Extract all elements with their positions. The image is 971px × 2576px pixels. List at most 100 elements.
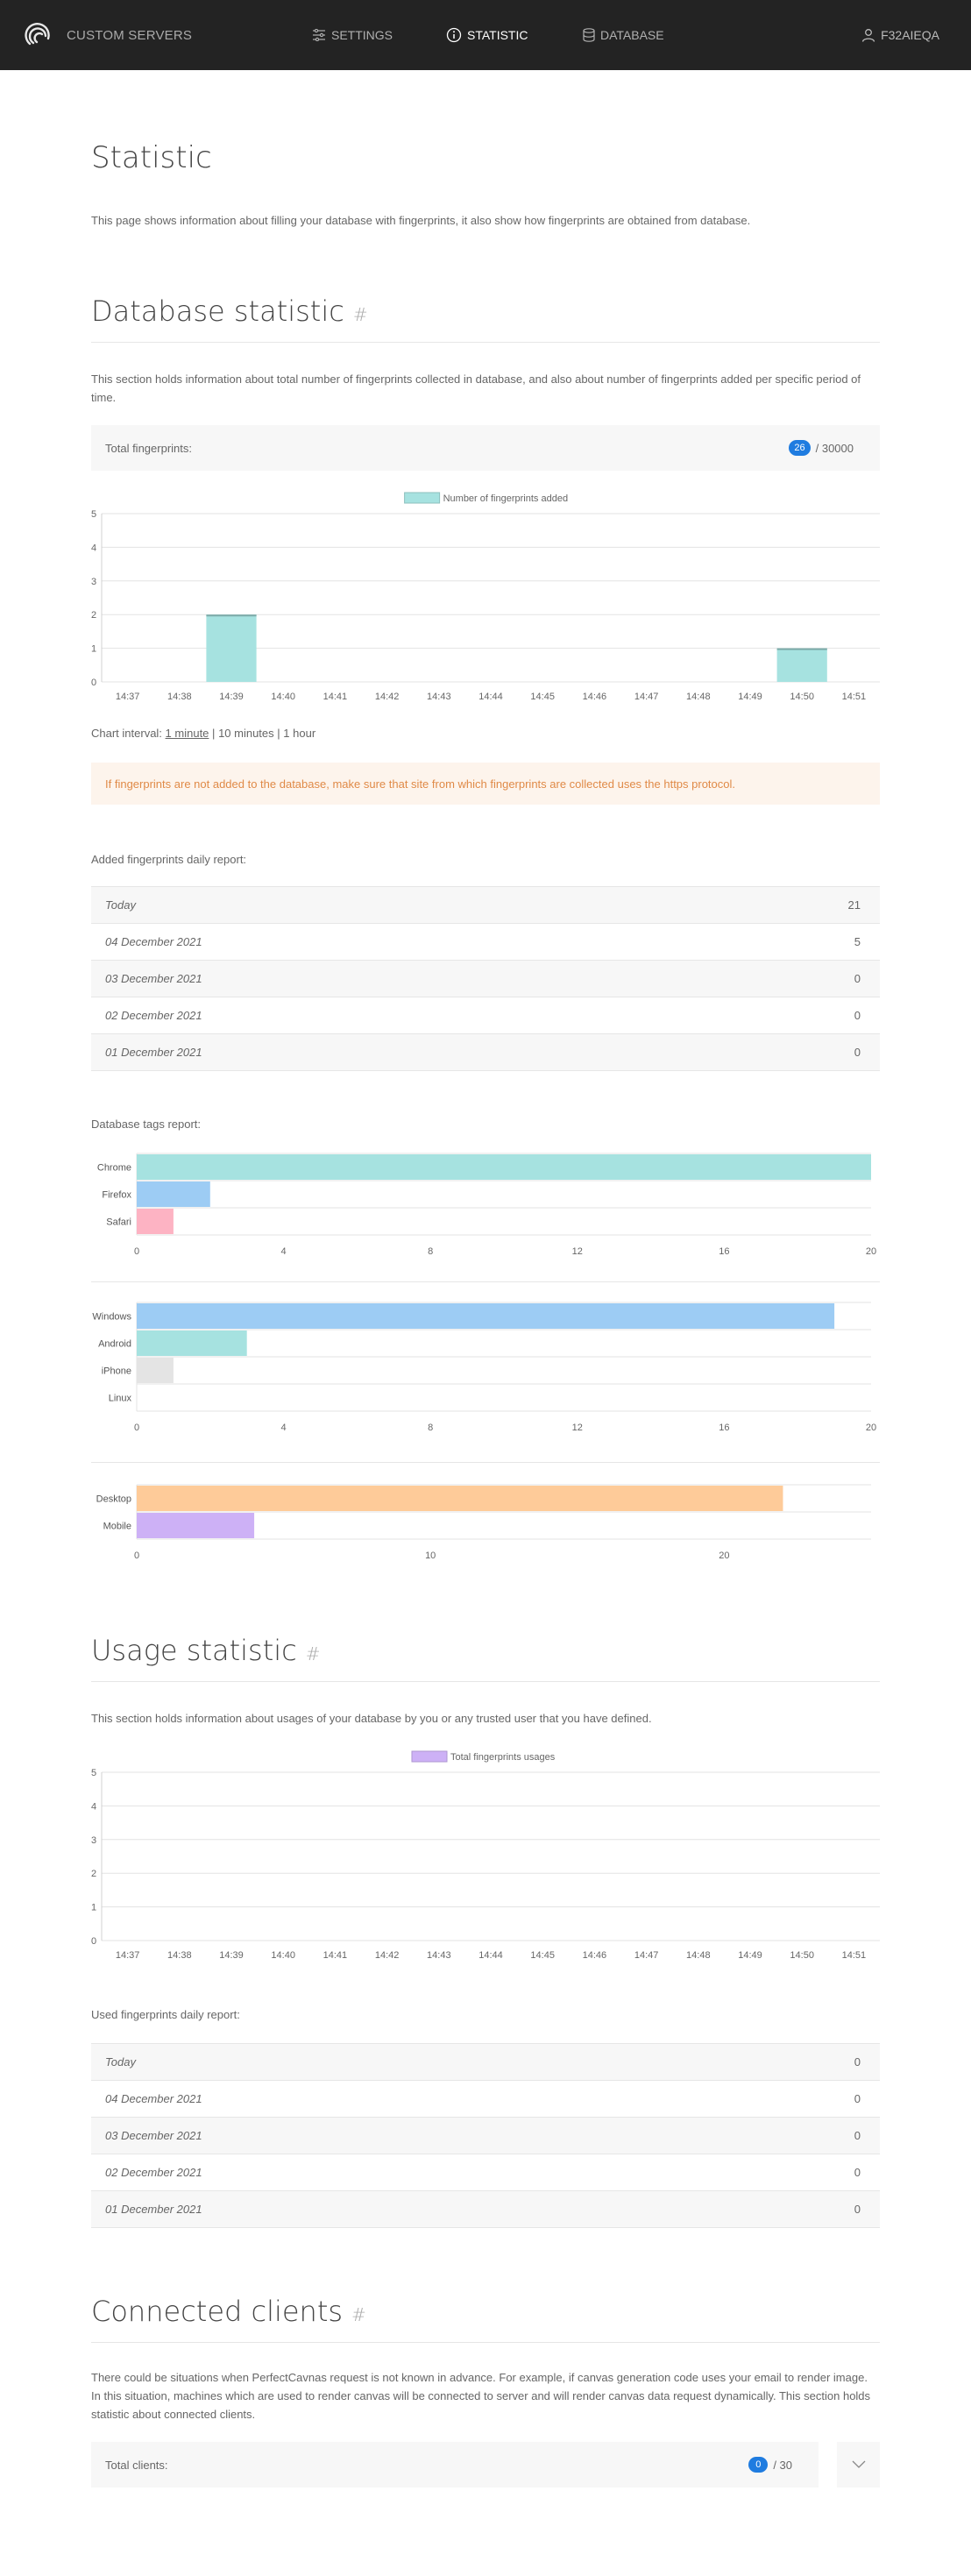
total-fingerprints-panel: Total fingerprints: 26 / 30000 [91,425,880,471]
row-value: 0 [854,2129,861,2142]
divider [91,2342,880,2343]
user-menu[interactable]: F32AIEQA [861,0,939,70]
table-row: 02 December 2021 0 [91,2154,880,2191]
db-anchor-link[interactable]: # [352,304,368,325]
x-tick-label: 14:44 [478,692,503,702]
row-date: 03 December 2021 [105,972,202,985]
y-tick-label: 4 [91,543,96,553]
x-tick-label: 0 [134,1246,139,1257]
clients-expand-button[interactable] [837,2442,880,2487]
x-tick-label: 8 [428,1423,433,1433]
interval-1-minute-link[interactable]: 1 minute [165,727,209,740]
x-tick-label: 14:45 [530,1950,555,1961]
nav-statistic[interactable]: STATISTIC [446,0,528,70]
chart-svg: Number of fingerprints added 0 1 2 3 4 5 14:37 1… [91,492,880,702]
top-navbar: CUSTOM SERVERS SETTINGS STATISTIC [0,0,971,70]
db-section-title-text: Database statistic [91,295,344,328]
row-date: 02 December 2021 [105,2166,202,2179]
x-tick-label: 12 [572,1423,583,1433]
x-tick-label: 14:43 [427,692,451,702]
nav-settings[interactable]: SETTINGS [312,0,393,70]
x-tick-label: 14:51 [842,1950,867,1961]
x-tick-label: 0 [134,1551,139,1561]
row-value: 0 [854,2092,861,2105]
category-label: Linux [109,1394,132,1404]
clients-section-title-text: Connected clients [91,2295,344,2328]
brand[interactable]: CUSTOM SERVERS [25,21,192,49]
y-tick-label: 5 [91,1768,96,1778]
https-warning-text: If fingerprints are not added to the dat… [105,777,736,791]
x-tick-label: 14:39 [219,1950,244,1961]
x-tick-label: 14:44 [478,1950,503,1961]
divider [91,1681,880,1682]
table-row: 03 December 2021 0 [91,2118,880,2154]
x-tick-label: 14:40 [271,692,295,702]
row-date: 01 December 2021 [105,1046,202,1059]
nav-settings-label: SETTINGS [331,28,393,42]
interval-10-minutes-link[interactable]: 10 minutes [218,727,274,740]
added-daily-label: Added fingerprints daily report: [91,853,247,866]
x-tick-label: 14:46 [583,692,607,702]
x-tick-label: 14:50 [790,692,814,702]
row-value: 0 [854,2166,861,2179]
row-date: 04 December 2021 [105,2092,202,2105]
chart-interval-label: Chart interval: [91,727,162,740]
database-icon [583,28,595,42]
bar [206,614,257,682]
x-tick-label: 10 [425,1551,436,1561]
db-section-title: Database statistic # [91,295,368,328]
x-tick-label: 14:41 [323,692,348,702]
bar [137,1513,255,1538]
category-label: Windows [92,1312,131,1323]
bar [137,1486,783,1511]
bar [137,1331,247,1356]
db-section-desc: This section holds information about tot… [91,373,861,404]
nav-database[interactable]: DATABASE [583,0,664,70]
usage-section-title: Usage statistic # [91,1634,321,1667]
interval-separator: | [277,727,280,740]
interval-1-hour-link[interactable]: 1 hour [283,727,316,740]
x-tick-label: 14:37 [116,692,140,702]
bar [776,648,827,682]
x-tick-label: 14:46 [583,1950,607,1961]
fingerprints-usage-chart: Total fingerprints usages 0 1 2 3 4 5 14:37 14:3… [91,1746,889,1965]
category-label: Desktop [96,1494,131,1505]
table-row: 03 December 2021 0 [91,961,880,997]
row-date: 03 December 2021 [105,2129,202,2142]
brand-label: CUSTOM SERVERS [67,27,193,43]
x-tick-label: 0 [134,1423,139,1433]
legend-label: Number of fingerprints added [443,493,568,504]
total-clients-count: 0 [748,2457,769,2473]
row-value: 0 [854,972,861,985]
usage-anchor-link[interactable]: # [305,1643,321,1664]
total-clients-max: / 30 [773,2458,792,2472]
clients-anchor-link[interactable]: # [351,2304,366,2325]
nav-statistic-label: STATISTIC [467,28,528,42]
divider [91,342,880,343]
bar [137,1303,835,1329]
device-tags-chart: Desktop Mobile 0 10 20 [91,1481,889,1571]
clients-section-desc: There could be situations when PerfectCa… [91,2371,871,2421]
total-clients-panel: Total clients: 0 / 30 [91,2442,819,2487]
chart-svg: Windows Android iPhone Linux 0 4 8 12 16 20 [92,1302,876,1433]
row-date: Today [105,2055,136,2069]
y-tick-label: 1 [91,644,96,655]
category-label: Chrome [97,1163,131,1174]
table-row: 01 December 2021 0 [91,2191,880,2228]
legend-label: Total fingerprints usages [450,1752,556,1763]
x-tick-label: 14:41 [323,1950,348,1961]
x-tick-label: 14:50 [790,1950,814,1961]
bar [137,1182,210,1207]
sliders-icon [313,29,325,41]
x-tick-label: 12 [572,1246,583,1257]
used-daily-label: Used fingerprints daily report: [91,2008,240,2021]
row-date: 01 December 2021 [105,2203,202,2216]
y-tick-label: 1 [91,1903,96,1913]
divider [91,1462,880,1463]
bar [137,1209,174,1234]
x-tick-label: 14:51 [842,692,867,702]
total-fingerprints-label: Total fingerprints: [105,441,192,455]
x-tick-label: 4 [281,1423,287,1433]
total-fingerprints-count: 26 [789,440,811,456]
total-clients-label: Total clients: [105,2458,168,2472]
